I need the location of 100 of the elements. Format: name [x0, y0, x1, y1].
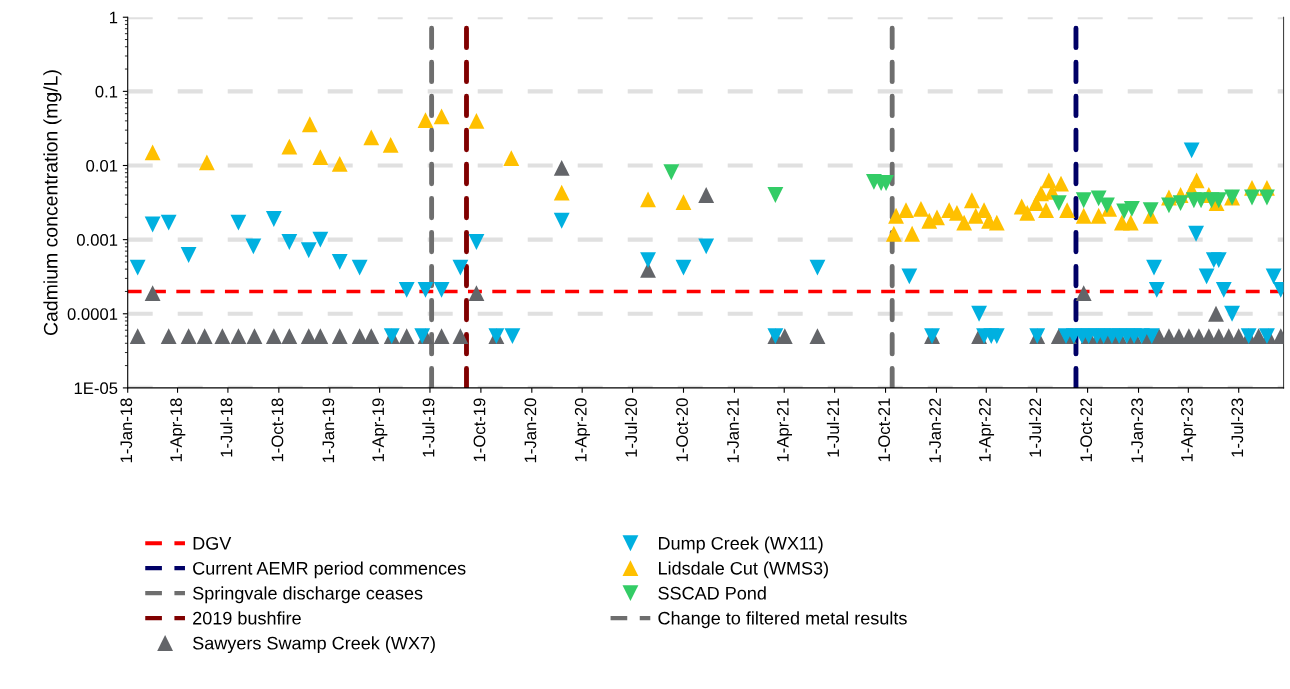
point	[553, 184, 570, 201]
point	[351, 328, 368, 345]
point	[504, 328, 521, 345]
point	[417, 281, 434, 298]
point	[1075, 285, 1092, 302]
point	[640, 252, 656, 268]
point	[809, 259, 826, 276]
point	[1090, 207, 1107, 224]
point	[1210, 252, 1227, 268]
x-tick-label: 1-Oct-19	[473, 398, 486, 462]
point	[468, 285, 485, 302]
x-tick-label: 1-Apr-23	[1181, 398, 1197, 462]
point	[553, 212, 570, 229]
point	[180, 247, 197, 263]
point	[1053, 175, 1069, 192]
point	[1244, 189, 1260, 206]
point	[180, 328, 197, 345]
point	[675, 259, 692, 276]
point	[963, 192, 980, 209]
point	[398, 281, 415, 298]
point	[1198, 268, 1215, 285]
x-tick-label: 1-Jul-18	[220, 398, 233, 457]
point	[312, 328, 329, 345]
legend-label: Sawyers Swamp Creek (WX7)	[193, 636, 435, 654]
legend-label: Change to filtered metal results	[658, 611, 907, 629]
point	[1188, 172, 1205, 189]
point	[433, 108, 450, 125]
point	[956, 214, 973, 231]
point	[1038, 202, 1054, 219]
x-tick-label: 1-Apr-21	[776, 398, 792, 462]
x-tick-label: 1-Oct-21	[878, 398, 891, 462]
y-tick-label: 0.001	[76, 234, 118, 246]
x-tick-label: 1-Jan-21	[727, 398, 739, 463]
point	[904, 225, 921, 242]
point	[281, 234, 298, 250]
legend-label: Dump Creek (WX11)	[659, 536, 823, 554]
point	[767, 187, 784, 203]
point	[331, 156, 348, 172]
legend-label: 2019 bushfire	[193, 611, 301, 625]
point	[144, 216, 161, 233]
x-tick-label: 1-Jul-21	[826, 398, 840, 457]
point	[1123, 200, 1140, 217]
point	[452, 328, 469, 345]
point	[640, 262, 656, 278]
point	[129, 259, 146, 276]
point	[198, 154, 215, 171]
point	[1224, 305, 1240, 322]
point	[281, 138, 298, 155]
y-tick-label: 0.01	[86, 159, 118, 172]
point	[196, 328, 213, 345]
point	[1188, 225, 1205, 242]
x-tick-label: 1-Apr-19	[372, 398, 388, 462]
point	[398, 328, 415, 345]
point	[988, 328, 1005, 345]
x-tick-label: 1-Jan-22	[929, 398, 941, 463]
point	[144, 144, 161, 161]
y-tick-label: 0.1	[95, 85, 118, 98]
point	[230, 214, 247, 231]
point	[1183, 142, 1200, 159]
point	[265, 328, 282, 345]
x-tick-label: 1-Jul-20	[624, 398, 638, 457]
point	[468, 112, 485, 129]
x-tick-label: 1-Oct-22	[1080, 398, 1093, 462]
point	[949, 204, 965, 221]
x-tick-label: 1-Jul-19	[422, 398, 435, 457]
y-tick-label: 1E-05	[74, 382, 118, 395]
point	[433, 281, 450, 298]
x-tick-label: 1-Jan-18	[120, 398, 133, 463]
legend-label: SSCAD Pond	[658, 586, 766, 600]
point	[363, 328, 380, 345]
y-axis-title: Cadmium concentration (mg/L)	[43, 70, 62, 336]
point	[281, 328, 298, 345]
x-tick-label: 1-Oct-18	[271, 398, 284, 462]
point	[1075, 192, 1092, 209]
point	[351, 259, 368, 276]
x-tick-label: 1-Oct-20	[676, 398, 688, 462]
point	[898, 202, 914, 219]
point	[1146, 259, 1162, 276]
point	[129, 328, 146, 345]
point	[1122, 214, 1139, 231]
point	[312, 231, 329, 248]
x-tick-label: 1-Jul-22	[1028, 398, 1042, 457]
point	[331, 328, 348, 345]
point	[452, 259, 469, 276]
point	[160, 328, 177, 345]
point	[1215, 281, 1232, 298]
point	[1142, 202, 1159, 219]
point	[1161, 197, 1177, 214]
point	[663, 164, 680, 181]
point	[901, 268, 918, 285]
point	[265, 211, 282, 227]
legend-label: DGV	[193, 536, 232, 550]
x-tick-label: 1-Apr-22	[978, 398, 995, 462]
point	[971, 305, 988, 322]
x-tick-label: 1-Jan-23	[1131, 398, 1143, 463]
point	[1259, 189, 1275, 206]
point	[553, 159, 570, 176]
point	[246, 328, 263, 345]
point	[1208, 305, 1224, 322]
point	[888, 207, 904, 224]
